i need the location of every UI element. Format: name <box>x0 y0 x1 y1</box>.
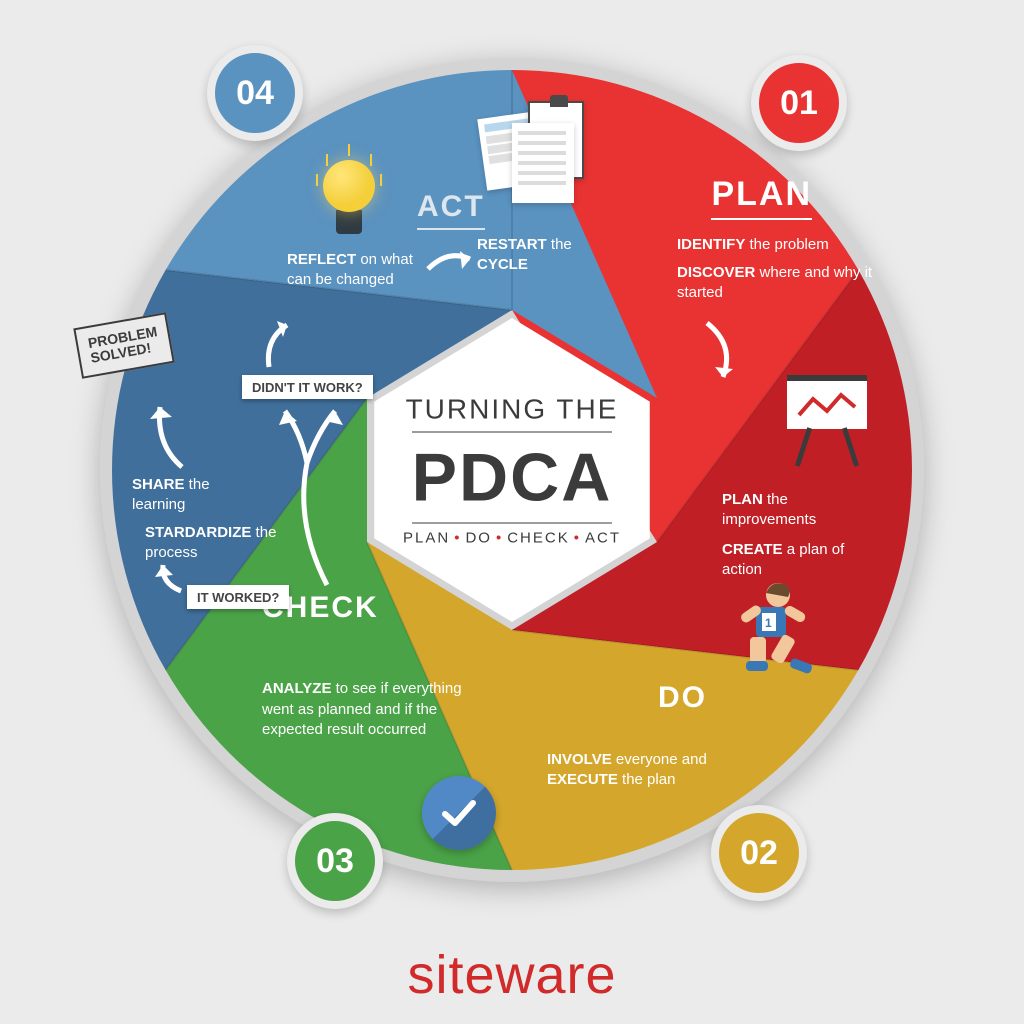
easel-icon <box>787 375 867 465</box>
documents-icon <box>482 95 592 195</box>
arrow-standardize-up <box>147 557 197 597</box>
arrow-branch <box>277 403 347 593</box>
tag-it-worked: IT WORKED? <box>187 585 289 609</box>
plan-title: PLAN <box>711 175 812 220</box>
brand-logo: siteware <box>407 944 616 1006</box>
center-turning: TURNING THE <box>382 394 642 426</box>
checkmark-icon <box>422 776 496 850</box>
tag-didnt-work: DIDN'T IT WORK? <box>242 375 373 399</box>
pdca-wheel: TURNING THE PDCA PLAN•DO•CHECK•ACT 01 02… <box>87 45 937 895</box>
do-text-1: INVOLVE everyone and EXECUTE the plan <box>547 750 717 791</box>
center-subtitle: PLAN•DO•CHECK•ACT <box>382 530 642 547</box>
plan-text-2: DISCOVER where and why it started <box>677 263 877 304</box>
arrow-plan-down <box>687 315 747 395</box>
arrow-act-restart <box>422 243 482 283</box>
badge-01: 01 <box>751 55 847 151</box>
act-reflect: REFLECT on what can be changed <box>287 250 427 291</box>
runner-icon: 1 <box>702 575 822 700</box>
badge-04: 04 <box>207 45 303 141</box>
act-share: SHARE the learning <box>132 475 262 516</box>
plan-text-1: IDENTIFY the problem <box>677 235 877 255</box>
center-title-block: TURNING THE PDCA PLAN•DO•CHECK•ACT <box>382 394 642 547</box>
arrow-act-reflect <box>257 315 307 375</box>
arrow-share-up <box>142 395 202 475</box>
act-title: ACT <box>417 190 485 230</box>
center-pdca: PDCA <box>382 439 642 517</box>
act-restart: RESTART the CYCLE <box>477 235 577 276</box>
plan-text-3: PLAN the improvements <box>722 490 872 531</box>
lightbulb-icon <box>317 160 381 244</box>
check-text-1: ANALYZE to see if everything went as pla… <box>262 679 472 740</box>
badge-03: 03 <box>287 813 383 909</box>
svg-text:1: 1 <box>765 616 772 630</box>
do-title: DO <box>658 681 707 715</box>
badge-02: 02 <box>711 805 807 901</box>
